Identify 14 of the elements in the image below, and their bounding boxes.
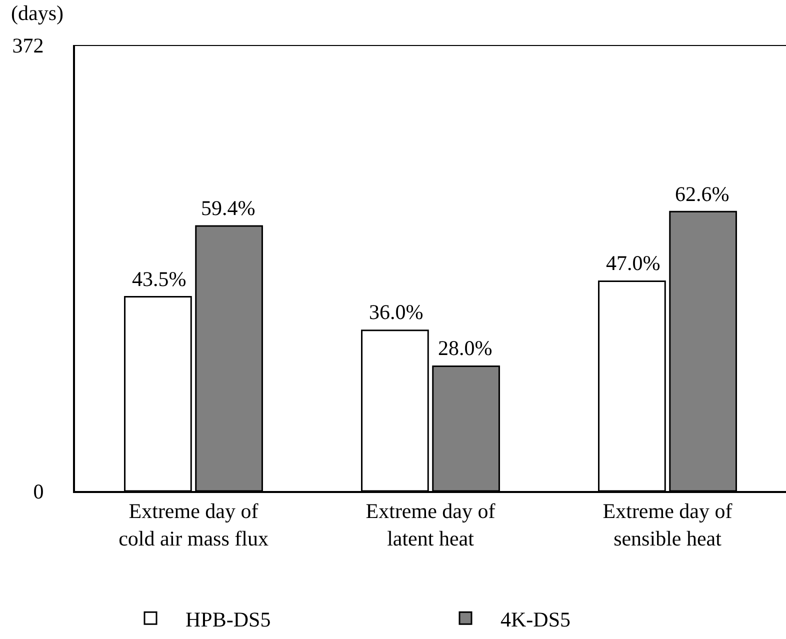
x-tick-label: Extreme day of cold air mass flux (118, 499, 269, 550)
annotation: 43.5% (132, 267, 186, 291)
legend-label: HPB-DS5 (186, 607, 271, 632)
annotation: 28.0% (438, 336, 492, 360)
annotation: 36.0% (369, 300, 424, 324)
x-tick-label: Extreme day of latent heat (366, 499, 496, 550)
legend-label: 4K-DS5 (500, 607, 571, 632)
annotation: 59.4% (201, 196, 256, 220)
y-tick-label: 372 (12, 33, 44, 58)
y-axis-title: (days) (11, 1, 64, 25)
y-tick-label: 0 (33, 479, 44, 504)
annotation: 62.6% (675, 182, 730, 206)
annotation: 47.0% (606, 251, 660, 275)
x-tick-label: Extreme day of sensible heat (602, 499, 732, 550)
